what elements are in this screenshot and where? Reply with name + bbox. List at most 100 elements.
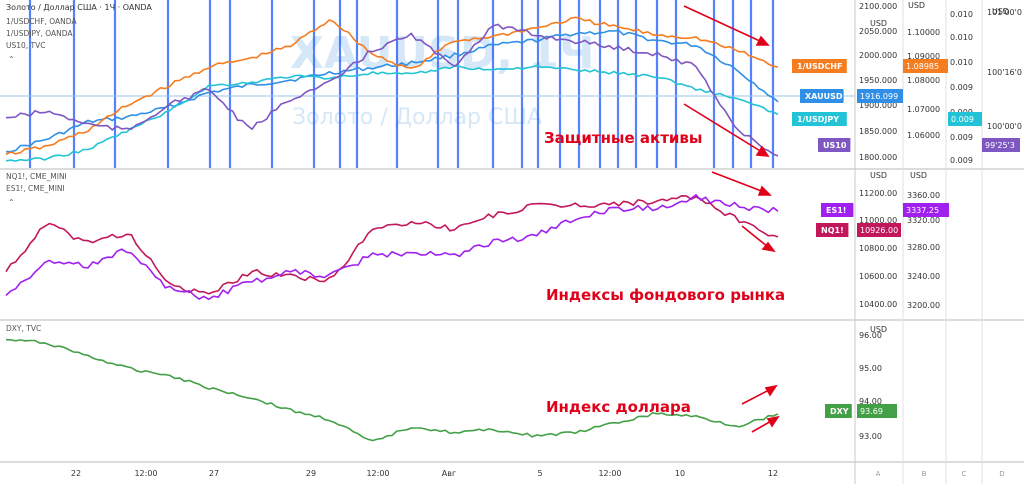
- axis-tick-label: 3320.00: [907, 216, 940, 225]
- series-line-dxy: [5, 338, 779, 442]
- series-name-label: 1/USDCHF: [797, 62, 842, 71]
- series-name-label: 1/USDJPY: [797, 115, 839, 124]
- series-name-badge: [816, 223, 849, 237]
- axis-tick-label: 96.00: [859, 331, 882, 340]
- mid-panel-series: [5, 193, 779, 301]
- series-value-label: 3337.25: [906, 206, 939, 215]
- axis-tick-label: 95.00: [859, 364, 882, 373]
- annotation-arrows: [683, 5, 780, 433]
- collapse-chevron-icon[interactable]: ⌃: [8, 198, 15, 207]
- axis-tick-label: 2050.000: [859, 27, 897, 36]
- series-value-badge: [948, 112, 982, 126]
- time-axis-label: 22: [71, 469, 81, 478]
- last-value-labels: 1/USDCHF 1.08985 XAUUSD 1916.099 1/USDJPY 0.0…: [792, 59, 1020, 418]
- axis-tick-label: 11000.00: [859, 216, 897, 225]
- series-name-label: XAUUSD: [805, 92, 843, 101]
- axis-tick-label: 94.00: [859, 397, 882, 406]
- axis-tick-label: 1.09000: [907, 52, 940, 61]
- axis-tick-label: 3200.00: [907, 301, 940, 310]
- series-value-label: 0.009: [951, 115, 974, 124]
- time-axis-label: 5: [537, 469, 542, 478]
- axis-tick-label: 1850.000: [859, 127, 897, 136]
- time-axis-label: Авг: [442, 469, 456, 478]
- axis-tick-label: 93.00: [859, 432, 882, 441]
- axis-tick-label: 10600.00: [859, 272, 897, 281]
- series-name-badge: [825, 404, 852, 418]
- series-value-label: 1.08985: [906, 62, 939, 71]
- axis-unit-label: USD: [910, 171, 927, 180]
- arrow-head-icon: [755, 145, 770, 157]
- overlay-symbol-us10[interactable]: US10, TVC: [6, 41, 46, 50]
- series-value-label: 1916.099: [860, 92, 898, 101]
- panel2-symbol-nq[interactable]: NQ1!, CME_MINI: [6, 172, 67, 181]
- arrow-head-icon: [761, 241, 776, 253]
- scale-column-label[interactable]: C: [962, 470, 967, 478]
- axis-unit-label: USD: [908, 1, 925, 10]
- scale-column-label[interactable]: A: [876, 470, 881, 478]
- axis-tick-label: 100'00'0: [987, 122, 1022, 131]
- series-value-badge: [857, 223, 901, 237]
- axis-tick-label: 3360.00: [907, 191, 940, 200]
- series-line-es1: [5, 193, 779, 301]
- axis-unit-label: USD: [870, 19, 887, 28]
- top-panel-series: [5, 16, 779, 162]
- time-axis-label: 12:00: [598, 469, 621, 478]
- series-name-label: US10: [823, 141, 847, 150]
- arrow-up-1: [741, 388, 772, 405]
- time-axis-label: 12:00: [134, 469, 157, 478]
- time-axis-label: 12: [768, 469, 778, 478]
- series-value-badge: [857, 404, 897, 418]
- annotation-safe-assets: Защитные активы: [544, 129, 702, 147]
- main-symbol-title[interactable]: Золото / Доллар США · 1Ч · OANDA: [6, 3, 152, 12]
- panel2-symbol-es[interactable]: ES1!, CME_MINI: [6, 184, 65, 193]
- bottom-panel-series: [5, 338, 779, 442]
- arrow-down-2: [683, 103, 763, 153]
- axis-tick-label: 11200.00: [859, 189, 897, 198]
- scale-column-label[interactable]: D: [999, 470, 1004, 478]
- axis-tick-label: 0.010: [950, 10, 973, 19]
- axis-tick-labels: 2100.000 2050.000 2000.000 1950.000 1900.000…: [859, 1, 1022, 441]
- series-value-badge: [982, 138, 1020, 152]
- axis-tick-label: 0.010: [950, 33, 973, 42]
- time-axis-label: 10: [675, 469, 685, 478]
- axis-tick-label: 0.009: [950, 156, 973, 165]
- series-line-xauusd: [6, 29, 779, 153]
- watermark-name: Золото / Доллар США: [292, 105, 542, 130]
- series-value-label: 10926.00: [860, 226, 898, 235]
- series-name-badge: [792, 59, 847, 73]
- time-axis-label: 12:00: [366, 469, 389, 478]
- collapse-chevron-icon[interactable]: ⌃: [8, 55, 15, 64]
- panel3-symbol-dxy[interactable]: DXY, TVC: [6, 324, 42, 333]
- axis-tick-label: 10400.00: [859, 300, 897, 309]
- overlay-symbol-usdjpy[interactable]: 1/USDJPY, OANDA: [6, 29, 73, 38]
- axis-tick-label: 1.08000: [907, 76, 940, 85]
- axis-unit-label: USD: [870, 171, 887, 180]
- series-value-label: 99'25'3: [985, 141, 1015, 150]
- axis-unit-label: USD: [870, 325, 887, 334]
- time-axis-label: 27: [209, 469, 219, 478]
- axis-tick-label: 1.10000: [907, 28, 940, 37]
- overlay-symbol-usdchf[interactable]: 1/USDCHF, OANDA: [6, 17, 77, 26]
- series-value-badge: [857, 89, 903, 103]
- axis-tick-label: 10800.00: [859, 244, 897, 253]
- series-name-badge: [800, 89, 844, 103]
- time-axis[interactable]: 22 12:00 27 29 12:00 Авг 5 12:00 10 12 A B C D: [71, 469, 1005, 478]
- series-line-1usdchf: [5, 16, 779, 156]
- series-name-badge: [792, 112, 847, 126]
- arrow-head-icon: [764, 384, 778, 397]
- axis-tick-label: 1950.000: [859, 76, 897, 85]
- axis-tick-label: 0.009: [950, 133, 973, 142]
- scale-column-label[interactable]: B: [922, 470, 927, 478]
- axis-tick-label: 101'00'0: [987, 8, 1022, 17]
- axis-tick-label: 0.010: [950, 58, 973, 67]
- arrow-down-1: [683, 5, 763, 43]
- series-name-badge: [821, 203, 854, 217]
- series-value-badge: [903, 203, 949, 217]
- series-line-nq1: [5, 194, 779, 295]
- axis-tick-label: 100'16'0: [987, 68, 1022, 77]
- axis-tick-label: 0.009: [950, 83, 973, 92]
- series-name-label: NQ1!: [821, 226, 844, 235]
- arrow-head-icon: [755, 35, 770, 46]
- axis-tick-label: 2100.000: [859, 2, 897, 11]
